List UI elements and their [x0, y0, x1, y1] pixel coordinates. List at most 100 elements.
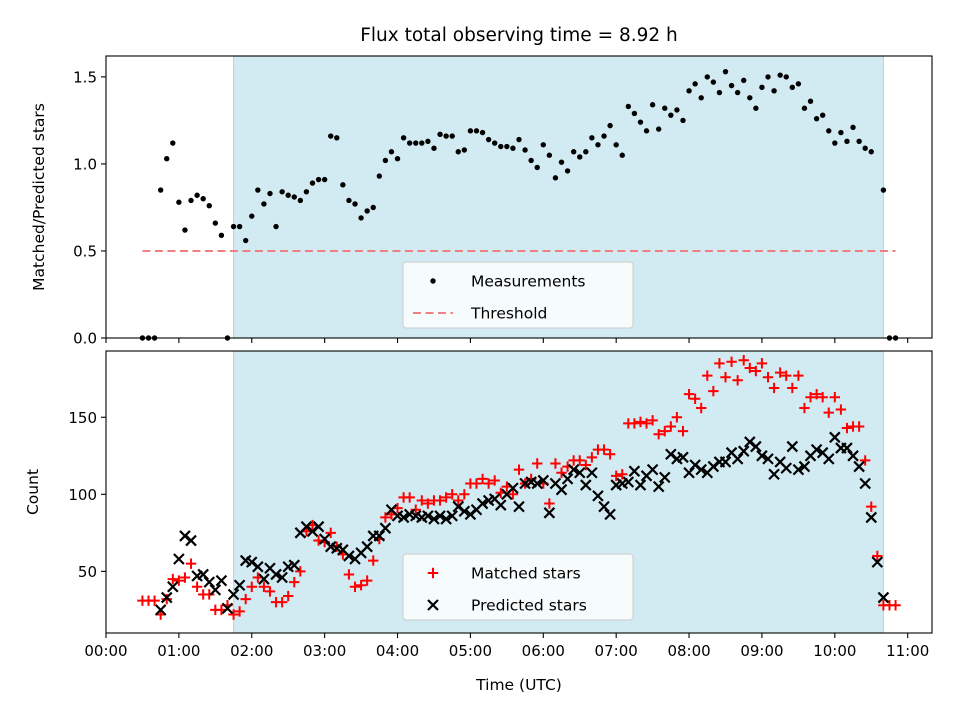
measurement-point	[255, 187, 261, 193]
matched-star-point	[689, 393, 701, 404]
matched-star-point	[453, 495, 464, 506]
matched-star-point	[416, 495, 428, 506]
predicted-star-point	[677, 451, 689, 464]
measurement-point	[826, 128, 832, 134]
measurement-point	[880, 187, 887, 193]
matched-star-point	[289, 576, 300, 588]
measurement-point	[625, 103, 632, 110]
legend-label: Matched stars	[471, 565, 581, 583]
measurement-point	[334, 135, 340, 141]
top-legend: Measurements Threshold	[402, 261, 634, 329]
matched-star-point	[477, 473, 488, 485]
measurement-point	[613, 142, 619, 148]
x-tick-label: 10:00	[813, 642, 856, 660]
top-series-dot	[139, 68, 899, 341]
measurement-point	[546, 152, 553, 158]
measurement-point	[765, 74, 771, 80]
matched-star-point	[683, 388, 695, 400]
measurement-point	[212, 220, 219, 226]
matched-star-point	[283, 590, 294, 602]
predicted-star-point	[561, 473, 574, 485]
measurement-point	[437, 131, 443, 138]
predicted-star-point	[173, 553, 185, 565]
measurement-point	[382, 157, 389, 164]
measurement-point	[734, 89, 741, 96]
measurement-point	[674, 107, 680, 113]
matched-star-point	[410, 504, 421, 515]
measurement-point	[279, 189, 285, 195]
predicted-star-point	[567, 463, 580, 476]
predicted-star-point	[537, 474, 550, 487]
measurement-point	[801, 105, 808, 111]
legend-x-icon	[427, 599, 439, 611]
measurement-point	[406, 140, 413, 146]
measurement-point	[631, 110, 638, 117]
predicted-star-point	[318, 533, 331, 545]
predicted-star-point	[507, 482, 519, 494]
measurement-point	[364, 208, 370, 214]
matched-star-point	[853, 421, 865, 432]
x-tick-label: 06:00	[522, 642, 565, 660]
matched-star-point	[756, 358, 768, 369]
measurement-point	[321, 176, 328, 183]
measurement-point	[194, 192, 200, 198]
predicted-star-point	[373, 530, 386, 542]
measurement-point	[315, 176, 322, 183]
predicted-star-point	[160, 591, 173, 604]
measurement-point	[589, 135, 595, 141]
measurement-point	[528, 157, 534, 164]
matched-star-point	[167, 573, 179, 585]
legend-label: Threshold	[470, 305, 547, 323]
measurement-point	[242, 237, 249, 244]
measurement-point	[686, 88, 692, 94]
measurement-point	[352, 201, 358, 207]
bottom-series-x	[154, 431, 890, 616]
measurement-point	[419, 140, 425, 146]
top-y-tick-label: 0.0	[73, 330, 97, 348]
predicted-star-point	[288, 559, 301, 571]
top-y-tick-label: 0.5	[73, 242, 97, 260]
matched-star-point	[829, 392, 841, 403]
predicted-star-point	[750, 440, 762, 453]
top-plot-frame	[105, 55, 933, 339]
matched-star-point	[264, 586, 276, 597]
bottom-y-axis-label: Count	[24, 469, 42, 515]
measurement-point	[619, 152, 625, 158]
predicted-star-point	[859, 477, 871, 490]
measurement-point	[285, 192, 291, 198]
measurement-point	[340, 182, 346, 188]
measurement-point	[498, 143, 504, 150]
measurement-point	[832, 140, 838, 146]
predicted-star-point	[428, 513, 440, 525]
predicted-star-point	[652, 480, 665, 493]
matched-star-point	[489, 475, 500, 486]
predicted-star-point	[792, 463, 805, 476]
measurement-point	[188, 197, 194, 204]
matched-star-point	[204, 589, 215, 600]
measurement-point	[856, 138, 862, 144]
measurement-point	[783, 74, 789, 80]
measurement-point	[200, 196, 206, 202]
matched-star-point	[440, 492, 452, 503]
matched-star-point	[738, 355, 749, 366]
bottom-y-tick-label: 50	[78, 563, 97, 581]
matched-star-point	[859, 455, 871, 466]
x-axis-label: Time (UTC)	[475, 676, 562, 694]
matched-star-point	[793, 370, 804, 381]
measurement-point	[698, 95, 704, 101]
matched-star-point	[671, 412, 683, 423]
predicted-star-point	[841, 442, 853, 454]
matched-star-point	[295, 566, 306, 577]
matched-star-point	[234, 606, 245, 617]
measurement-point	[759, 84, 765, 91]
measurement-point	[431, 145, 437, 151]
predicted-star-point	[227, 588, 240, 601]
matched-star-point	[708, 385, 719, 397]
measurement-point	[479, 129, 486, 136]
measurement-point	[303, 189, 310, 195]
predicted-star-point	[646, 463, 659, 476]
predicted-star-point	[810, 443, 823, 456]
matched-star-point	[841, 422, 853, 434]
measurement-point	[230, 223, 237, 230]
measurement-point	[170, 140, 176, 146]
